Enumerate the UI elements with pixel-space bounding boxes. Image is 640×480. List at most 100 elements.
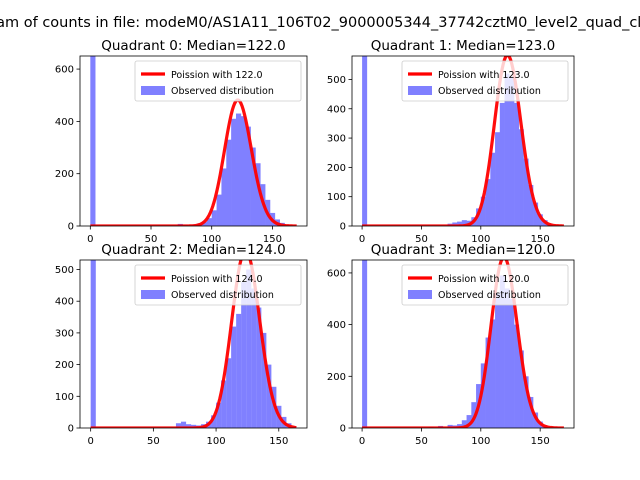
- axes-frame: [79, 259, 308, 429]
- plot-area: [90, 260, 297, 428]
- poisson-fit-line: [362, 260, 564, 428]
- histogram-bar: [185, 424, 192, 428]
- histogram-bar: [457, 424, 463, 428]
- histogram-bar: [241, 282, 247, 428]
- x-tick-label: 150: [269, 436, 288, 447]
- legend-hist-swatch: [408, 86, 432, 95]
- histogram-bar: [221, 380, 227, 428]
- histogram-bar: [251, 288, 257, 428]
- histogram-bar: [256, 307, 262, 428]
- histogram-bar: [235, 113, 242, 226]
- y-tick-label: 400: [55, 117, 74, 128]
- histogram-bar: [495, 293, 501, 428]
- poisson-fit-line: [90, 98, 297, 226]
- histogram-bar: [514, 324, 520, 428]
- subplot-title: Quadrant 1: Median=123.0: [371, 38, 555, 54]
- histogram-bar: [266, 364, 272, 428]
- histogram-bar: [490, 152, 496, 226]
- x-tick-label: 150: [531, 234, 550, 245]
- histogram-bar: [457, 221, 463, 226]
- y-tick-label: 600: [327, 268, 346, 279]
- histogram-bar: [245, 126, 251, 226]
- histogram-bar: [504, 73, 510, 226]
- legend-box: [401, 264, 569, 306]
- legend: Poission with 124.0 Observed distribution: [134, 264, 302, 306]
- histogram-bar: [362, 56, 368, 226]
- y-tick-label: 400: [327, 320, 346, 331]
- x-tick-label: 150: [263, 234, 282, 245]
- histogram-bar: [452, 222, 458, 226]
- x-tick-label: 100: [207, 436, 226, 447]
- x-tick-label: 50: [145, 234, 158, 245]
- y-tick-label: 600: [55, 65, 74, 76]
- histogram-bar: [461, 220, 467, 226]
- x-tick-label: 0: [359, 436, 365, 447]
- histogram-bar: [537, 214, 543, 226]
- subplot-title: Quadrant 2: Median=124.0: [101, 242, 285, 258]
- legend-box: [401, 60, 569, 102]
- subplot-title: Quadrant 3: Median=120.0: [371, 242, 555, 258]
- legend: Poission with 122.0 Observed distribution: [134, 60, 302, 102]
- histogram-bar: [518, 129, 524, 226]
- quadrant-2-panel: 0 50 100 150 0 100 200 300 400 500 Poission with 1…: [55, 242, 308, 447]
- y-tick-label: 500: [55, 265, 74, 276]
- y-tick-label: 0: [340, 424, 346, 435]
- histogram-bar: [90, 260, 96, 428]
- histogram-bar: [255, 163, 261, 226]
- y-tick-label: 300: [55, 328, 74, 339]
- x-tick-label: 150: [531, 436, 550, 447]
- histogram-bar: [509, 298, 515, 428]
- histogram-bar: [226, 139, 232, 226]
- legend-fit-label: Poission with 123.0: [438, 70, 530, 81]
- x-tick-label: 50: [147, 436, 160, 447]
- legend-fit-label: Poission with 124.0: [171, 274, 263, 285]
- legend: Poission with 120.0 Observed distribution: [401, 264, 569, 306]
- histogram-bar: [211, 415, 217, 428]
- histogram-bar: [261, 332, 267, 428]
- histogram-bar: [236, 313, 242, 428]
- y-tick-label: 200: [327, 372, 346, 383]
- histogram-bar: [246, 269, 252, 428]
- histogram-bar: [231, 326, 237, 428]
- legend-hist-swatch: [141, 290, 165, 299]
- y-tick-label: 300: [327, 134, 346, 145]
- y-tick-label: 400: [55, 297, 74, 308]
- histogram-bar: [211, 210, 217, 226]
- quadrant-1-panel: 0 50 100 150 0 100 200 300 400 500 Poission with 1…: [327, 38, 575, 245]
- y-tick-label: 200: [55, 360, 74, 371]
- plot-area: [362, 260, 564, 428]
- histogram-bar: [362, 260, 368, 428]
- y-tick-label: 200: [327, 163, 346, 174]
- y-tick-label: 100: [55, 392, 74, 403]
- y-tick-label: 500: [327, 75, 346, 86]
- histogram-bar: [250, 147, 256, 226]
- histogram-bar: [466, 415, 472, 428]
- histogram-bar: [528, 184, 534, 226]
- legend-box: [134, 60, 302, 102]
- histogram-bar: [514, 102, 520, 226]
- x-tick-label: 100: [471, 234, 490, 245]
- histogram-bar: [206, 218, 213, 226]
- x-tick-label: 0: [359, 234, 365, 245]
- subplot-title: Quadrant 0: Median=122.0: [101, 38, 285, 54]
- histogram-bar: [509, 76, 515, 226]
- legend-hist-label: Observed distribution: [171, 86, 274, 97]
- x-tick-label: 100: [471, 436, 490, 447]
- legend-fit-label: Poission with 122.0: [171, 70, 263, 81]
- y-tick-label: 0: [340, 222, 346, 233]
- histogram-bar: [175, 423, 182, 428]
- legend-hist-swatch: [408, 290, 432, 299]
- histogram-bar: [216, 402, 222, 428]
- histogram-bar: [476, 208, 482, 226]
- x-tick-label: 100: [202, 234, 221, 245]
- x-tick-label: 50: [415, 234, 428, 245]
- histogram-bar: [528, 396, 534, 428]
- histogram-bar: [499, 102, 505, 226]
- axes-frame: [351, 55, 575, 227]
- histogram-bar: [533, 412, 539, 428]
- figure-title: Histogram of counts in file: modeM0/AS1A…: [0, 15, 640, 31]
- x-tick-label: 0: [87, 234, 93, 245]
- histogram-bar: [485, 337, 491, 428]
- histogram-bar: [518, 350, 524, 428]
- legend-box: [134, 264, 302, 306]
